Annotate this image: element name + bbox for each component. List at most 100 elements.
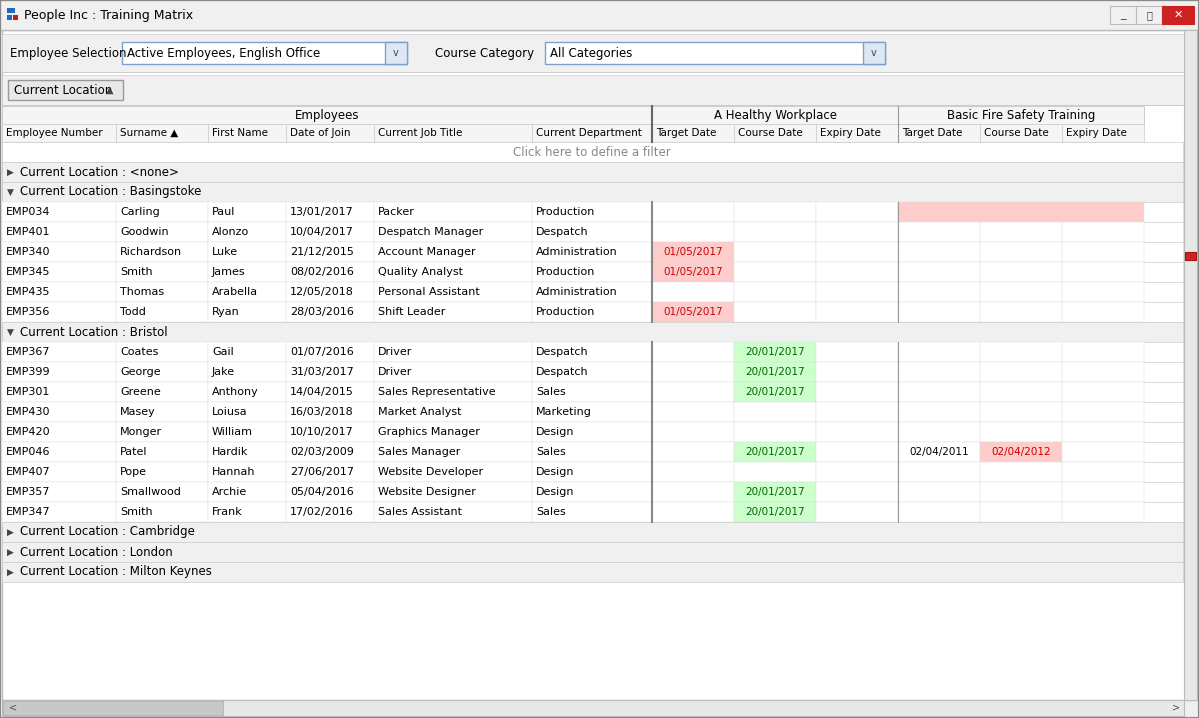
Bar	[734, 222, 817, 242]
Bar	[898, 202, 980, 222]
Bar	[652, 362, 734, 382]
Bar	[532, 502, 652, 522]
Text: Hannah: Hannah	[212, 467, 255, 477]
Bar	[898, 106, 1144, 124]
Bar	[116, 422, 207, 442]
Text: Sales: Sales	[536, 507, 566, 517]
Bar	[207, 242, 287, 262]
Bar	[1062, 202, 1144, 222]
Bar	[7, 15, 12, 20]
Bar	[374, 482, 532, 502]
Text: 14/04/2015: 14/04/2015	[290, 387, 354, 397]
Text: ▼: ▼	[7, 327, 14, 337]
Bar	[2, 502, 1183, 522]
Bar	[2, 382, 116, 402]
Bar	[532, 262, 652, 282]
Bar	[980, 342, 1062, 362]
Bar	[116, 482, 207, 502]
Text: Quality Analyst: Quality Analyst	[378, 267, 463, 277]
Bar	[817, 402, 898, 422]
Bar	[532, 222, 652, 242]
Text: Course Category: Course Category	[435, 47, 534, 60]
Text: William: William	[212, 427, 253, 437]
Bar	[532, 422, 652, 442]
Text: Ryan: Ryan	[212, 307, 240, 317]
Text: Target Date: Target Date	[656, 128, 716, 138]
Bar	[8, 80, 123, 100]
Bar	[734, 502, 817, 522]
Text: v: v	[872, 48, 876, 58]
Text: Greene: Greene	[120, 387, 161, 397]
Text: EMP347: EMP347	[6, 507, 50, 517]
Bar	[116, 382, 207, 402]
Bar	[2, 462, 1183, 482]
Text: EMP430: EMP430	[6, 407, 50, 417]
Bar	[532, 462, 652, 482]
Bar	[4, 701, 223, 715]
Bar	[734, 262, 817, 282]
Bar	[817, 442, 898, 462]
Bar	[287, 442, 374, 462]
Text: EMP046: EMP046	[6, 447, 50, 457]
Text: 05/04/2016: 05/04/2016	[290, 487, 354, 497]
Bar	[980, 282, 1062, 302]
Text: 02/03/2009: 02/03/2009	[290, 447, 354, 457]
Text: 12/05/2018: 12/05/2018	[290, 287, 354, 297]
Bar	[980, 402, 1062, 422]
Text: 01/05/2017: 01/05/2017	[663, 307, 723, 317]
Bar	[898, 442, 980, 462]
Bar	[734, 282, 817, 302]
Text: Despatch: Despatch	[536, 227, 589, 237]
Text: 20/01/2017: 20/01/2017	[746, 507, 805, 517]
Text: ▶: ▶	[7, 567, 14, 577]
Text: EMP401: EMP401	[6, 227, 50, 237]
Bar	[374, 462, 532, 482]
Bar	[116, 282, 207, 302]
Bar	[652, 106, 898, 124]
Bar	[122, 42, 406, 64]
Text: Current Location: Current Location	[14, 83, 113, 96]
Text: Date of Join: Date of Join	[290, 128, 350, 138]
Bar	[898, 422, 980, 442]
Text: <: <	[10, 703, 17, 713]
Bar	[734, 402, 817, 422]
Bar	[898, 302, 980, 322]
Text: Richardson: Richardson	[120, 247, 182, 257]
Bar	[2, 202, 1183, 222]
Text: Market Analyst: Market Analyst	[378, 407, 462, 417]
Text: Monger: Monger	[120, 427, 162, 437]
Text: Archie: Archie	[212, 487, 247, 497]
Text: EMP407: EMP407	[6, 467, 50, 477]
Text: Expiry Date: Expiry Date	[820, 128, 881, 138]
Bar	[2, 562, 1183, 582]
Text: EMP357: EMP357	[6, 487, 50, 497]
Bar	[1062, 342, 1144, 362]
Text: 20/01/2017: 20/01/2017	[746, 367, 805, 377]
Bar	[2, 302, 116, 322]
Text: ▶: ▶	[7, 167, 14, 177]
Bar	[116, 362, 207, 382]
Bar	[898, 222, 980, 242]
Text: Smith: Smith	[120, 507, 152, 517]
Text: Despatch: Despatch	[536, 347, 589, 357]
Text: 01/07/2016: 01/07/2016	[290, 347, 354, 357]
Text: Current Location : Bristol: Current Location : Bristol	[20, 325, 168, 338]
Text: 17/02/2016: 17/02/2016	[290, 507, 354, 517]
Bar	[980, 262, 1062, 282]
Bar	[287, 462, 374, 482]
Bar	[532, 382, 652, 402]
Text: EMP399: EMP399	[6, 367, 50, 377]
Bar	[2, 105, 1197, 106]
Text: Expiry Date: Expiry Date	[1066, 128, 1127, 138]
Bar	[374, 422, 532, 442]
Bar	[652, 202, 734, 222]
Bar	[532, 402, 652, 422]
Bar	[863, 42, 885, 64]
Bar	[287, 382, 374, 402]
Bar	[374, 382, 532, 402]
Text: Frank: Frank	[212, 507, 242, 517]
Text: Sales: Sales	[536, 387, 566, 397]
Text: Active Employees, English Office: Active Employees, English Office	[127, 47, 320, 60]
Text: ▼: ▼	[7, 187, 14, 197]
Text: ⬜: ⬜	[1146, 10, 1152, 20]
